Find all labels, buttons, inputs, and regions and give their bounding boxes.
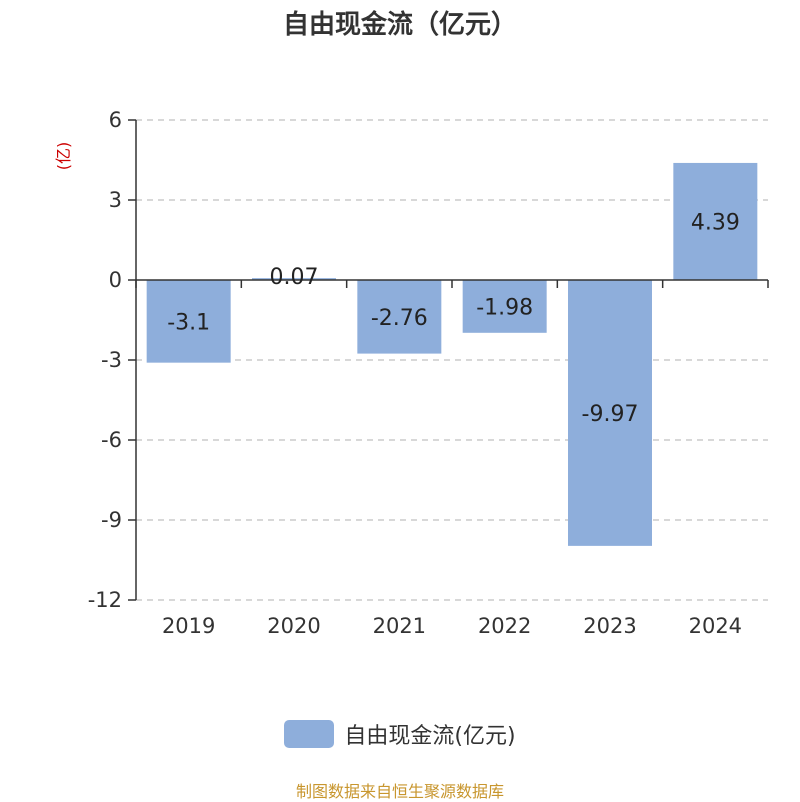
y-tick-label: -12: [88, 588, 122, 612]
bar: [673, 162, 758, 280]
data-label: -2.76: [371, 306, 428, 331]
y-tick-label: 6: [109, 108, 122, 132]
x-tick-label: 2019: [162, 614, 215, 638]
data-label: -9.97: [582, 402, 639, 427]
x-tick-label: 2024: [689, 614, 742, 638]
x-tick-label: 2023: [583, 614, 636, 638]
y-tick-label: 0: [109, 268, 122, 292]
x-tick-label: 2020: [267, 614, 320, 638]
data-label: 0.07: [270, 265, 319, 290]
bar: [146, 280, 231, 363]
bar: [357, 280, 442, 354]
data-label: -3.1: [167, 310, 210, 335]
y-tick-label: -3: [101, 348, 122, 372]
chart-title: 自由现金流（亿元）: [282, 10, 517, 40]
x-tick-label: 2021: [373, 614, 426, 638]
data-source-footer: 制图数据来自恒生聚源数据库: [295, 782, 504, 801]
data-label: -1.98: [476, 295, 533, 320]
data-label: 4.39: [691, 210, 740, 235]
y-tick-label: -9: [101, 508, 122, 532]
y-tick-label: 3: [109, 188, 122, 212]
bar: [252, 278, 336, 280]
bar: [568, 280, 652, 546]
y-tick-label: -6: [101, 428, 122, 452]
legend-swatch: [284, 720, 335, 748]
legend[interactable]: 自由现金流(亿元): [0, 718, 800, 750]
x-tick-label: 2022: [478, 614, 531, 638]
bar: [462, 280, 547, 333]
legend-label: 自由现金流(亿元): [344, 724, 516, 749]
